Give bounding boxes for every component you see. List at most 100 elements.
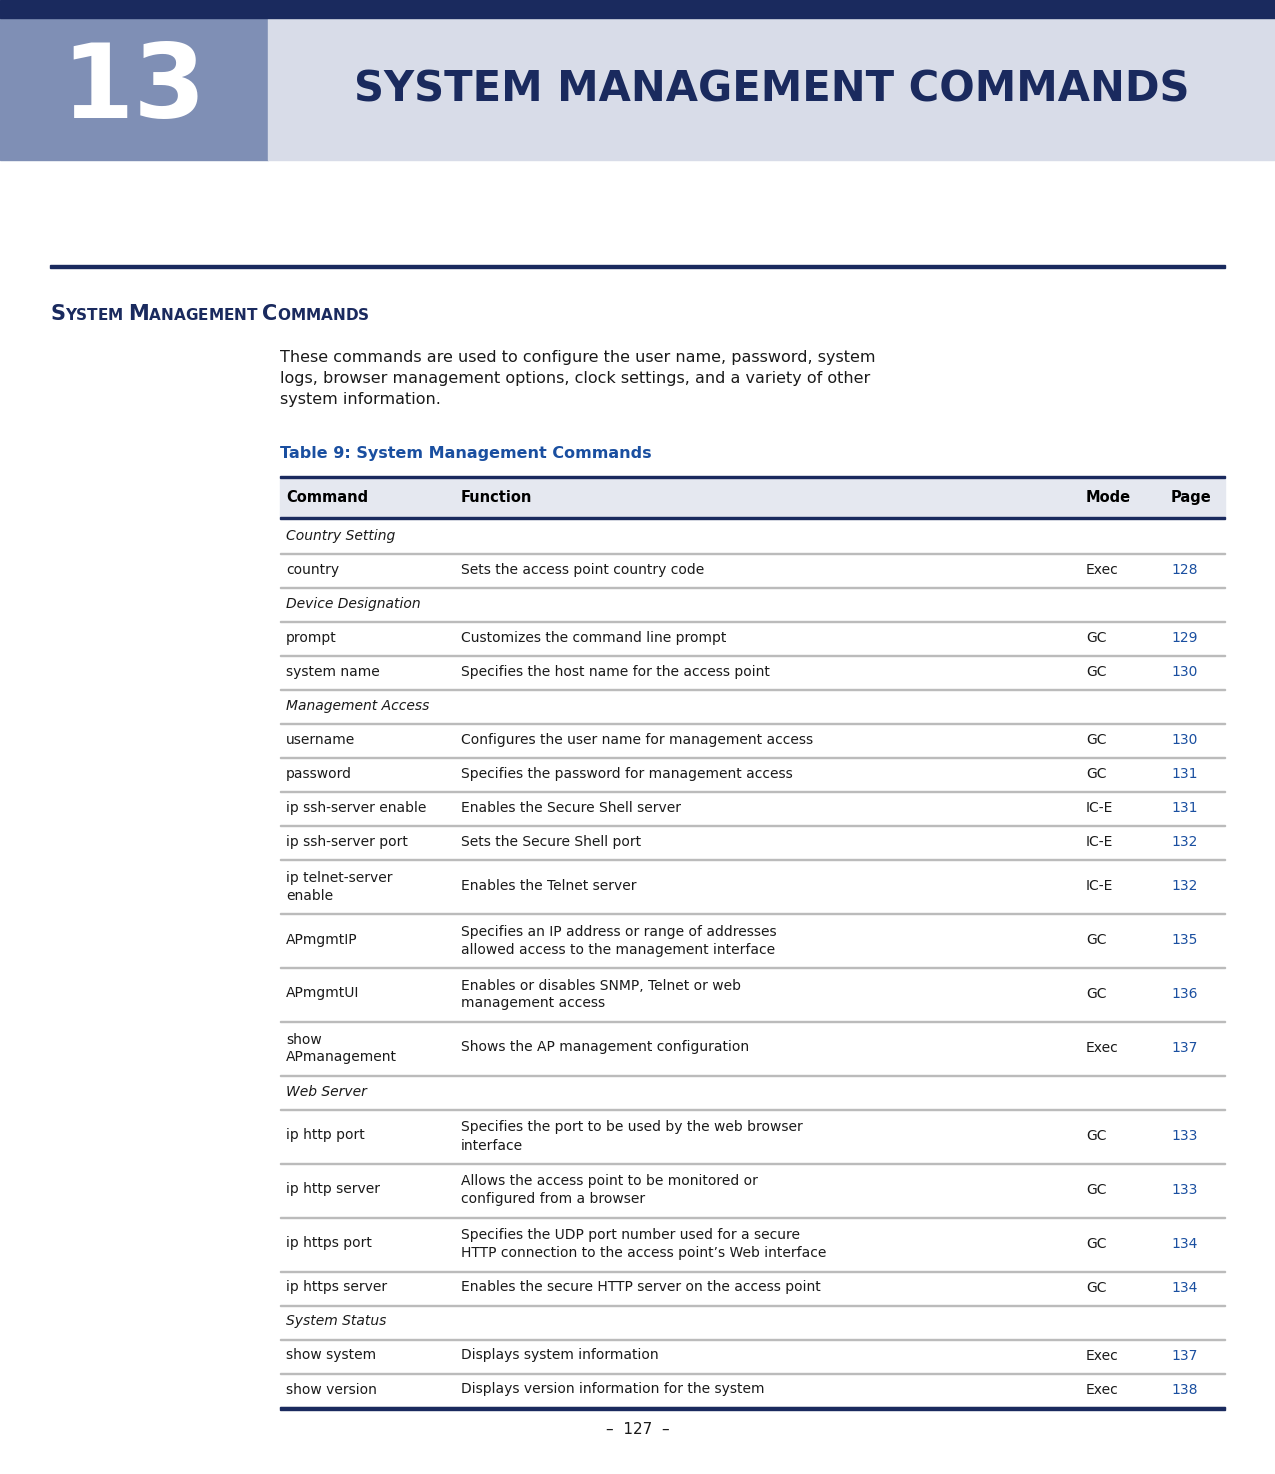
Text: 130: 130 <box>1170 665 1197 678</box>
Text: username: username <box>286 733 356 746</box>
Text: Customizes the command line prompt: Customizes the command line prompt <box>462 631 727 644</box>
Text: GC: GC <box>1086 1182 1107 1197</box>
Bar <box>280 1408 1225 1409</box>
Text: Management Access: Management Access <box>286 699 430 712</box>
Text: 13: 13 <box>61 38 207 140</box>
Text: GC: GC <box>1086 1237 1107 1250</box>
Text: Exec: Exec <box>1086 1041 1118 1054</box>
Text: APmanagement: APmanagement <box>286 1051 397 1064</box>
Text: Sets the Secure Shell port: Sets the Secure Shell port <box>462 834 641 849</box>
Text: IC-E: IC-E <box>1086 879 1113 892</box>
Text: T: T <box>87 308 98 323</box>
Text: management access: management access <box>462 996 606 1011</box>
Text: GC: GC <box>1086 766 1107 781</box>
Text: Allows the access point to be monitored or: Allows the access point to be monitored … <box>462 1175 757 1188</box>
Text: allowed access to the management interface: allowed access to the management interfa… <box>462 942 775 957</box>
Text: GC: GC <box>1086 733 1107 746</box>
Text: show version: show version <box>286 1383 377 1396</box>
Text: ip ssh-server port: ip ssh-server port <box>286 834 408 849</box>
Text: Exec: Exec <box>1086 1383 1118 1396</box>
Text: configured from a browser: configured from a browser <box>462 1192 645 1207</box>
Text: IC-E: IC-E <box>1086 800 1113 815</box>
Text: 134: 134 <box>1170 1281 1197 1294</box>
Text: G: G <box>185 308 198 323</box>
Text: interface: interface <box>462 1138 523 1153</box>
Text: 137: 137 <box>1170 1041 1197 1054</box>
Text: system information.: system information. <box>280 392 441 407</box>
Text: GC: GC <box>1086 1281 1107 1294</box>
Text: N: N <box>233 308 246 323</box>
Text: 131: 131 <box>1170 800 1197 815</box>
Text: E: E <box>98 308 108 323</box>
Text: Sets the access point country code: Sets the access point country code <box>462 563 704 576</box>
Text: M: M <box>108 308 124 323</box>
Bar <box>268 18 1275 161</box>
Text: Enables or disables SNMP, Telnet or web: Enables or disables SNMP, Telnet or web <box>462 979 741 992</box>
Text: O: O <box>278 308 291 323</box>
Text: Function: Function <box>462 489 533 506</box>
Text: M: M <box>306 308 321 323</box>
Text: show system: show system <box>286 1349 376 1362</box>
Bar <box>0 0 1275 18</box>
Text: C: C <box>263 304 278 324</box>
Text: T: T <box>246 308 258 323</box>
Bar <box>50 265 1225 268</box>
Text: Specifies the port to be used by the web browser: Specifies the port to be used by the web… <box>462 1120 803 1135</box>
Text: GC: GC <box>1086 665 1107 678</box>
Text: S: S <box>358 308 368 323</box>
Text: show: show <box>286 1032 321 1047</box>
Text: logs, browser management options, clock settings, and a variety of other: logs, browser management options, clock … <box>280 371 871 386</box>
Text: 129: 129 <box>1170 631 1197 644</box>
Text: ip http port: ip http port <box>286 1129 365 1142</box>
Text: S: S <box>50 304 65 324</box>
Text: Displays system information: Displays system information <box>462 1349 659 1362</box>
Text: enable: enable <box>286 889 333 902</box>
Text: Mode: Mode <box>1086 489 1131 506</box>
Text: Enables the Telnet server: Enables the Telnet server <box>462 879 636 892</box>
Text: A: A <box>173 308 185 323</box>
Text: Displays version information for the system: Displays version information for the sys… <box>462 1383 765 1396</box>
Text: Device Designation: Device Designation <box>286 597 421 610</box>
Text: GC: GC <box>1086 986 1107 1001</box>
Text: Y: Y <box>65 308 76 323</box>
Text: prompt: prompt <box>286 631 337 644</box>
Text: ip telnet-server: ip telnet-server <box>286 871 393 884</box>
Bar <box>280 476 1225 478</box>
Text: D: D <box>346 308 358 323</box>
Text: APmgmtIP: APmgmtIP <box>286 933 357 946</box>
Text: 132: 132 <box>1170 834 1197 849</box>
Text: Exec: Exec <box>1086 1349 1118 1362</box>
Text: 132: 132 <box>1170 879 1197 892</box>
Text: E: E <box>223 308 233 323</box>
Text: E: E <box>198 308 208 323</box>
Text: N: N <box>333 308 346 323</box>
Text: 133: 133 <box>1170 1182 1197 1197</box>
Bar <box>280 479 1225 516</box>
Text: Enables the Secure Shell server: Enables the Secure Shell server <box>462 800 681 815</box>
Text: Exec: Exec <box>1086 563 1118 576</box>
Text: M: M <box>291 308 306 323</box>
Text: –  127  –: – 127 – <box>606 1421 669 1437</box>
Text: ip ssh-server enable: ip ssh-server enable <box>286 800 426 815</box>
Text: system name: system name <box>286 665 380 678</box>
Text: ip http server: ip http server <box>286 1182 380 1197</box>
Text: Country Setting: Country Setting <box>286 529 395 542</box>
Text: Web Server: Web Server <box>286 1085 367 1098</box>
Text: Specifies the UDP port number used for a secure: Specifies the UDP port number used for a… <box>462 1228 799 1243</box>
Text: M: M <box>208 308 223 323</box>
Text: Configures the user name for management access: Configures the user name for management … <box>462 733 813 746</box>
Text: 135: 135 <box>1170 933 1197 946</box>
Text: Enables the secure HTTP server on the access point: Enables the secure HTTP server on the ac… <box>462 1281 821 1294</box>
Text: N: N <box>161 308 173 323</box>
Text: M: M <box>129 304 149 324</box>
Text: APmgmtUI: APmgmtUI <box>286 986 360 1001</box>
Text: Page: Page <box>1170 489 1211 506</box>
Text: GC: GC <box>1086 933 1107 946</box>
Text: ip https server: ip https server <box>286 1281 388 1294</box>
Text: 133: 133 <box>1170 1129 1197 1142</box>
Text: A: A <box>149 308 161 323</box>
Text: 130: 130 <box>1170 733 1197 746</box>
Text: 138: 138 <box>1170 1383 1197 1396</box>
Text: 128: 128 <box>1170 563 1197 576</box>
Text: Command: Command <box>286 489 368 506</box>
